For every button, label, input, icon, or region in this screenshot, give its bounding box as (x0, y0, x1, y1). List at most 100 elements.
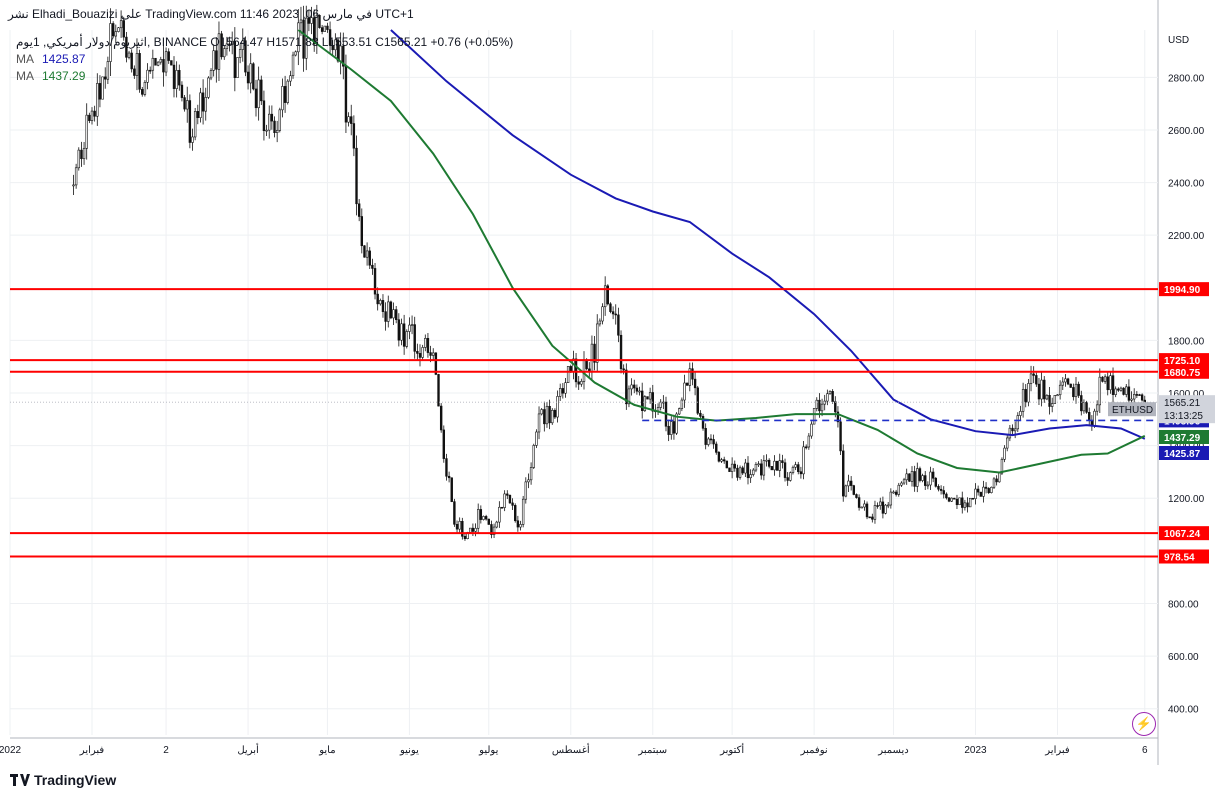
candle-body (921, 475, 924, 481)
candle-body (738, 467, 742, 478)
ma-indicator-2[interactable]: MA 1437.29 (16, 69, 85, 83)
candle-body (230, 41, 234, 45)
candle-body (151, 57, 155, 71)
candle-body (958, 497, 961, 506)
candle-body (424, 338, 427, 348)
candle-body (1093, 410, 1096, 426)
candle-body (310, 17, 313, 24)
candle-body (305, 17, 308, 59)
candle-body (458, 520, 461, 530)
candle-body (180, 84, 184, 98)
y-tick-label: 2600.00 (1168, 126, 1205, 137)
candle-body (225, 43, 229, 49)
candle-body (897, 484, 900, 495)
candle-body (381, 300, 385, 312)
candle-body (236, 57, 239, 78)
symbol-ohlc-line[interactable]: اثيريوم/دولار أمريكي, 1يوم, BINANCE O156… (16, 35, 514, 49)
candle-body (633, 384, 636, 389)
candle-body (638, 390, 641, 393)
candle-body (164, 51, 168, 73)
candle-body (1138, 394, 1141, 396)
candle-body (500, 506, 504, 509)
candle-body (598, 320, 602, 325)
candle-body (159, 59, 162, 63)
candle-body (246, 71, 250, 84)
candle-body (987, 488, 990, 493)
candle-body (699, 412, 702, 417)
x-tick-label: فبراير (79, 745, 105, 756)
candle-body (799, 471, 803, 475)
ma-axis-label: 1425.87 (1164, 449, 1201, 460)
candle-body (791, 466, 795, 474)
candle-body (746, 462, 750, 479)
candle-body (836, 411, 840, 423)
ma-indicator-1[interactable]: MA 1425.87 (16, 52, 85, 66)
candle-body (511, 502, 514, 506)
candle-body (855, 494, 858, 498)
candle-body (548, 405, 551, 424)
candle-body (894, 491, 898, 495)
candle-body (402, 323, 406, 347)
candle-body (580, 381, 583, 385)
candle-body (744, 462, 747, 474)
candle-body (371, 264, 374, 269)
candle-body (622, 368, 625, 371)
candle-body (217, 33, 221, 70)
candle-body (93, 110, 96, 117)
candle-body (982, 486, 985, 497)
candle-body (125, 36, 128, 58)
candle-body (675, 413, 678, 434)
candle-body (593, 343, 596, 363)
ma2-value: 1437.29 (42, 69, 86, 83)
candle-body (773, 460, 776, 471)
candle-body (74, 167, 78, 186)
x-tick-label: أغسطس (552, 743, 590, 756)
candle-body (392, 309, 395, 319)
candle-body (693, 378, 697, 389)
ma-line-2 (297, 29, 1146, 474)
candle-body (529, 467, 533, 481)
candle-body (558, 388, 562, 397)
candle-body (114, 31, 118, 37)
candle-body (916, 468, 919, 487)
candle-body (1021, 389, 1025, 412)
candle-body (566, 366, 570, 383)
candle-body (156, 61, 160, 66)
candle-body (804, 446, 808, 449)
candle-body (998, 472, 1001, 483)
candle-body (670, 421, 673, 435)
candle-body (469, 527, 472, 533)
x-tick-label: يونيو (399, 745, 419, 756)
candle-body (326, 25, 329, 30)
candle-body (521, 498, 525, 525)
candle-body (707, 438, 710, 445)
candle-body (1088, 412, 1091, 421)
candle-body (268, 113, 271, 131)
candle-body (1072, 387, 1075, 398)
candle-body (207, 77, 210, 98)
candle-body (516, 520, 520, 528)
candle-body (863, 503, 866, 508)
candle-body (334, 39, 337, 51)
candle-body (204, 97, 207, 112)
candle-body (709, 438, 713, 441)
candle-body (797, 464, 800, 472)
candle-body (117, 27, 120, 32)
candle-body (524, 481, 528, 500)
publish-title: نشر Elhadi_Bouazizi على TradingView.com … (8, 7, 414, 21)
candle-body (299, 19, 303, 24)
candle-body (908, 473, 911, 482)
candle-body (191, 136, 194, 143)
y-tick-label: 600.00 (1168, 652, 1199, 663)
tradingview-logo[interactable]: TradingView (10, 772, 116, 788)
candle-body (450, 477, 453, 502)
candle-body (1000, 458, 1004, 474)
lightning-icon[interactable]: ⚡ (1132, 712, 1156, 736)
candle-body (199, 92, 202, 118)
candle-body (379, 300, 382, 305)
candle-body (659, 401, 662, 408)
candle-body (680, 399, 684, 409)
candle-body (98, 83, 102, 100)
